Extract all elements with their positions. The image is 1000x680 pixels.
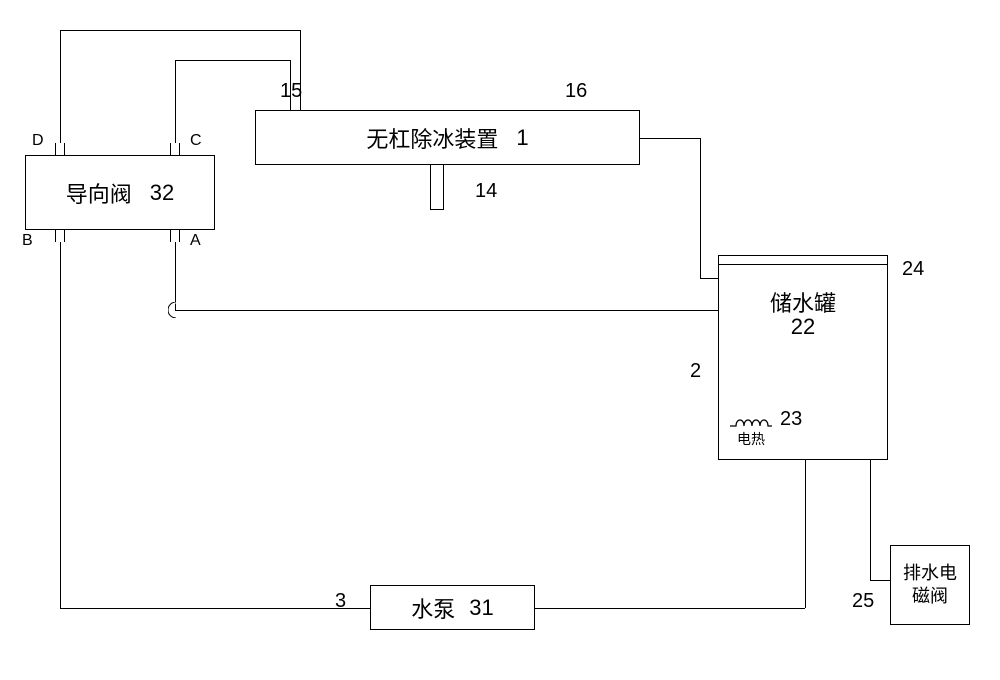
port15-label: 15 [280, 80, 302, 103]
line-pump-right [535, 608, 805, 609]
line-a-down [175, 242, 176, 310]
drain-box: 排水电 磁阀 [890, 545, 970, 625]
deicing-num: 1 [516, 125, 528, 151]
line-pump-up [805, 460, 806, 608]
valve-port-a: A [190, 232, 201, 250]
tank-cap-line [719, 264, 887, 265]
line-b-to-pump [60, 608, 370, 609]
line-deice-to-tank [700, 138, 701, 278]
valve-box: 导向阀 32 [25, 155, 215, 230]
port16-label: 16 [565, 80, 587, 103]
line-deice-tank-in [700, 278, 718, 279]
heating-coil-icon [730, 410, 772, 430]
pump-box: 水泵 31 [370, 585, 535, 630]
deicing-box: 无杠除冰装置 1 [255, 110, 640, 165]
valve-port-b: B [22, 232, 33, 250]
port14-label: 14 [475, 180, 497, 203]
line-a-right [175, 310, 718, 311]
valve-port-c: C [190, 132, 202, 150]
line-deice-right [640, 138, 700, 139]
tank-outer-num: 2 [690, 360, 701, 383]
line-d-up [60, 30, 61, 143]
line-d-top [60, 30, 300, 31]
drain-label-2: 磁阀 [912, 585, 948, 608]
line-d-down15 [300, 30, 301, 110]
heat-num: 23 [780, 408, 802, 431]
drain-num: 25 [852, 590, 874, 613]
tank-num: 22 [719, 314, 887, 340]
line-c-top [175, 60, 290, 61]
port14-stub [430, 165, 444, 210]
valve-port-b-stub [55, 230, 65, 242]
line-tank-drain-right [870, 580, 890, 581]
pump-label: 水泵 [411, 592, 455, 624]
line-c-down [290, 60, 291, 110]
tank-heat-label: 电热 [737, 429, 765, 449]
deicing-label: 无杠除冰装置 [366, 122, 498, 154]
valve-port-d: D [32, 132, 44, 150]
pump-num: 31 [469, 595, 493, 621]
valve-port-c-stub [170, 143, 180, 155]
valve-port-a-stub [170, 230, 180, 242]
valve-port-d-stub [55, 143, 65, 155]
drain-label-1: 排水电 [903, 562, 957, 585]
pump-outer-num: 3 [335, 590, 346, 613]
valve-label: 导向阀 [66, 177, 132, 209]
line-b-down [60, 242, 61, 608]
line-tank-drain-down [870, 460, 871, 580]
valve-num: 32 [150, 180, 174, 206]
crossover-arc [168, 302, 184, 318]
cap-num: 24 [902, 258, 924, 281]
line-c-up [175, 60, 176, 143]
